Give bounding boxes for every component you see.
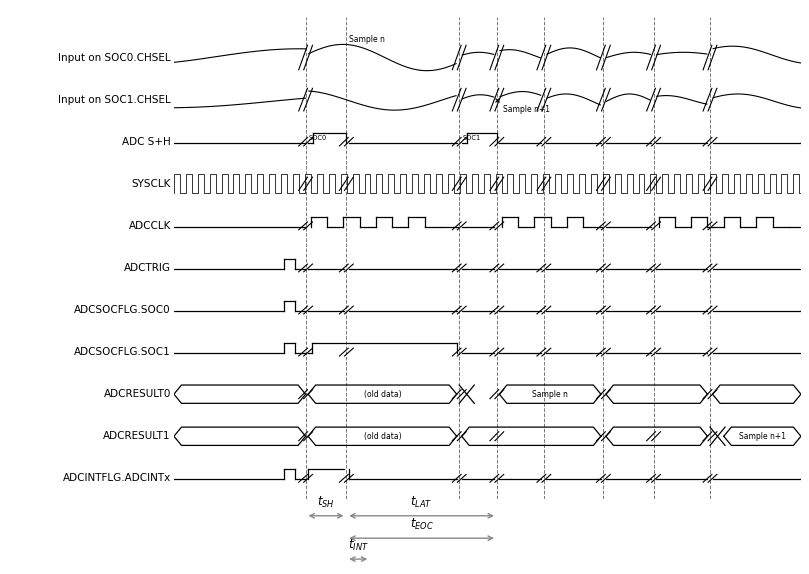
Text: SOC1: SOC1	[462, 135, 481, 141]
Text: Sample n+1: Sample n+1	[739, 432, 786, 441]
Text: Sample n: Sample n	[532, 390, 568, 399]
Text: $t_{LAT}$: $t_{LAT}$	[410, 495, 433, 510]
Text: Input on SOC0.CHSEL: Input on SOC0.CHSEL	[58, 53, 171, 63]
Text: ADCRESULT1: ADCRESULT1	[104, 431, 171, 441]
Text: (old data): (old data)	[363, 432, 401, 441]
Text: $t_{EOC}$: $t_{EOC}$	[409, 517, 434, 532]
Text: SYSCLK: SYSCLK	[131, 179, 171, 189]
Text: Input on SOC1.CHSEL: Input on SOC1.CHSEL	[58, 95, 171, 104]
Text: $t_{INT}$: $t_{INT}$	[348, 538, 369, 553]
Text: ADC S+H: ADC S+H	[122, 137, 171, 147]
Text: SOC0: SOC0	[309, 135, 327, 141]
Text: ADCSOCFLG.SOC1: ADCSOCFLG.SOC1	[74, 347, 171, 357]
Text: Sample n+1: Sample n+1	[503, 104, 550, 114]
Text: ADCRESULT0: ADCRESULT0	[104, 389, 171, 399]
Text: Sample n: Sample n	[349, 35, 385, 44]
Text: (old data): (old data)	[363, 390, 401, 399]
Text: $t_{SH}$: $t_{SH}$	[317, 495, 335, 510]
Text: ADCTRIG: ADCTRIG	[124, 263, 171, 273]
Text: ADCSOCFLG.SOC0: ADCSOCFLG.SOC0	[74, 305, 171, 315]
Text: ADCCLK: ADCCLK	[129, 221, 171, 231]
Text: ADCINTFLG.ADCINTx: ADCINTFLG.ADCINTx	[62, 474, 171, 483]
